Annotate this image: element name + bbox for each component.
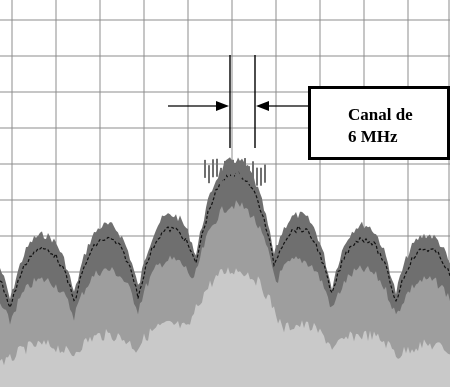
spectrum-envelope	[0, 157, 450, 387]
spectrum-inner-layer	[0, 267, 450, 387]
channel-marker	[168, 55, 308, 148]
channel-label-box: Canal de 6 MHz	[308, 86, 450, 160]
channel-label-line1: Canal de	[348, 105, 413, 124]
channel-label-line2: 6 MHz	[348, 127, 398, 146]
arrow-right-head	[256, 101, 269, 111]
arrow-left-head	[216, 101, 229, 111]
